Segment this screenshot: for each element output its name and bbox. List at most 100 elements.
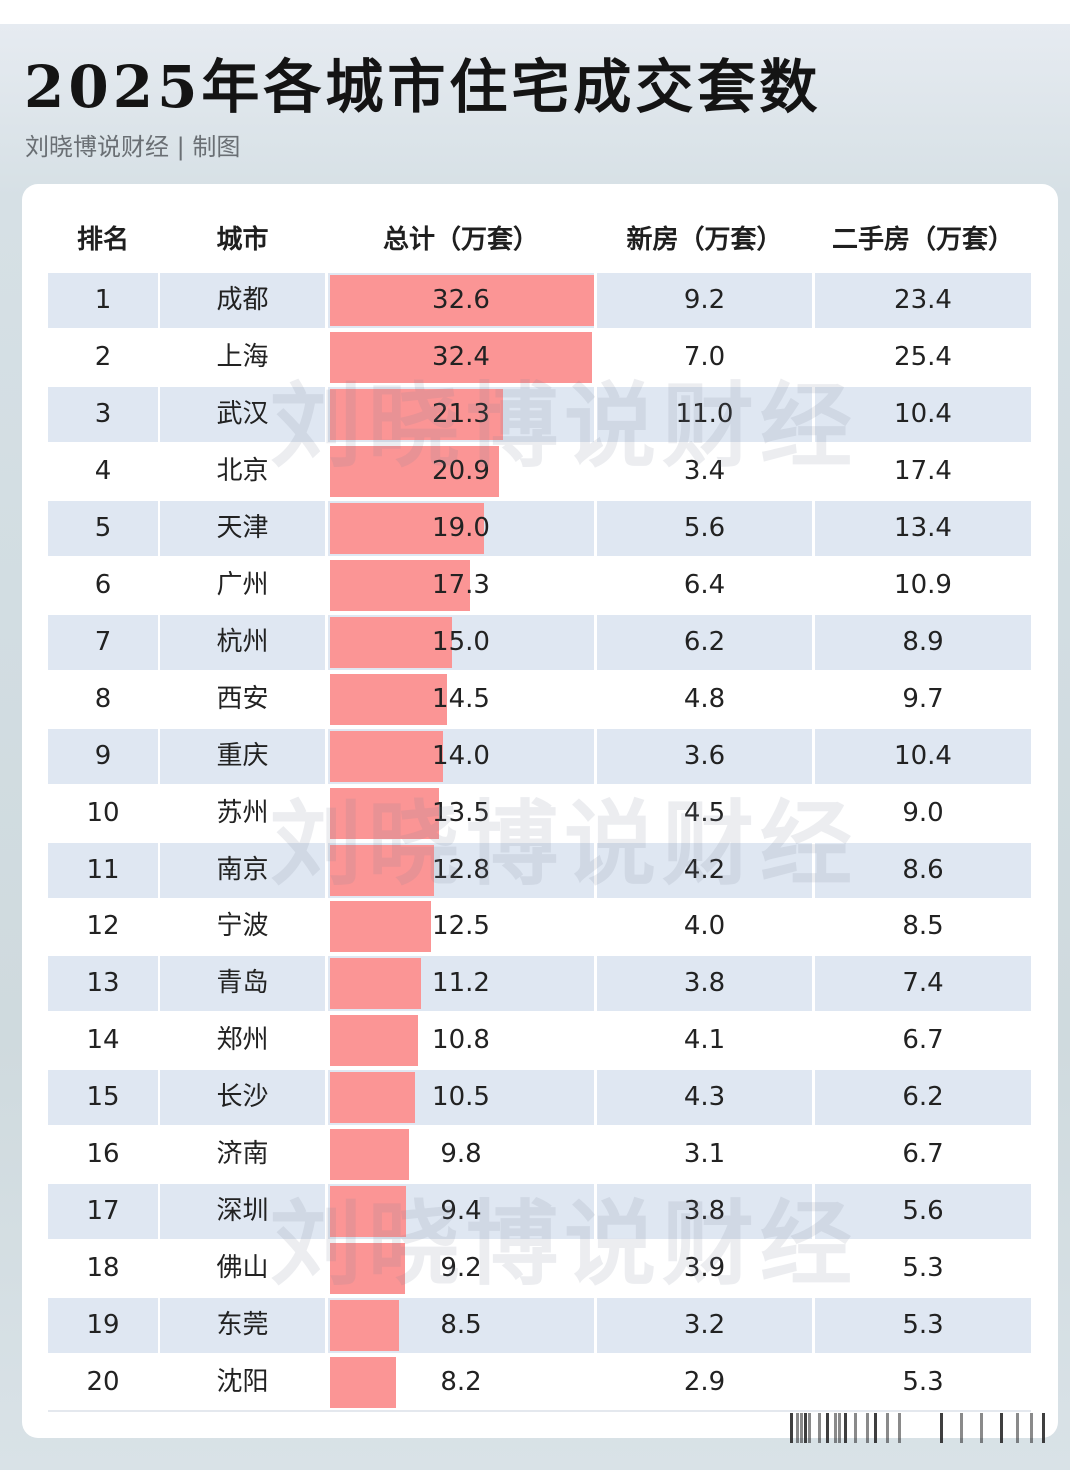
- second-hand-cell: 13.4: [815, 500, 1031, 556]
- second-hand-cell: 6.7: [902, 1139, 944, 1170]
- total-data-bar: [330, 275, 594, 326]
- new-home-cell: 3.2: [597, 1298, 812, 1354]
- total-cell: 15.0: [432, 626, 490, 657]
- total-data-bar: [330, 1015, 418, 1067]
- total-cell: 10.8: [432, 1025, 490, 1056]
- total-data-bar: [330, 1129, 410, 1181]
- city-cell: 深圳: [160, 1184, 325, 1240]
- second-hand-cell: 6.7: [902, 1025, 944, 1056]
- second-hand-cell: 25.4: [894, 341, 952, 372]
- table-row: 18 佛山 9.2 3.9 5.3: [48, 1241, 1031, 1296]
- table-row: 12 宁波 12.5 4.0 8.5: [48, 899, 1031, 954]
- new-home-cell: 5.6: [597, 500, 812, 556]
- new-home-cell: 6.4: [683, 569, 726, 600]
- table-row: 13 青岛 11.2 3.8 7.4: [48, 956, 1031, 1012]
- table-row: 8 西安 14.5 4.8 9.7: [48, 672, 1031, 727]
- second-hand-cell: 8.5: [902, 911, 944, 942]
- total-data-bar: [330, 1186, 407, 1238]
- rank-cell: 10: [86, 797, 120, 828]
- total-data-bar: [330, 616, 452, 668]
- table-row: 15 长沙 10.5 4.3 6.2: [48, 1070, 1031, 1126]
- total-cell: 20.9: [432, 455, 490, 486]
- new-home-cell: 6.2: [597, 614, 812, 670]
- rank-cell: 6: [94, 569, 112, 600]
- barcode-stamp-icon: [790, 1413, 1046, 1443]
- second-hand-cell: 5.3: [815, 1298, 1031, 1354]
- total-data-bar: [330, 331, 593, 383]
- total-data-bar: [330, 388, 503, 440]
- chart-title: 2025年各城市住宅成交套数: [24, 53, 822, 121]
- total-data-bar: [330, 958, 421, 1010]
- rank-cell: 18: [86, 1253, 120, 1284]
- total-data-bar: [330, 901, 432, 953]
- column-header-city: 城市: [216, 225, 269, 255]
- new-home-cell: 3.6: [597, 728, 812, 784]
- table-row: 14 郑州 10.8 4.1 6.7: [48, 1013, 1031, 1068]
- rank-cell: 19: [48, 1298, 158, 1354]
- second-hand-cell: 10.4: [815, 386, 1031, 442]
- table-row: 11 南京 12.8 4.2 8.6: [48, 842, 1031, 898]
- total-data-bar: [330, 787, 440, 839]
- total-data-bar: [330, 673, 448, 725]
- table-row: 16 济南 9.8 3.1 6.7: [48, 1127, 1031, 1182]
- city-cell: 南京: [160, 842, 325, 898]
- rank-cell: 8: [94, 683, 112, 714]
- city-cell: 苏州: [216, 797, 269, 828]
- total-data-bar: [330, 1357, 397, 1409]
- rank-cell: 15: [48, 1070, 158, 1126]
- table-row: 3 武汉 21.3 11.0 10.4: [48, 386, 1031, 442]
- column-header-total: 总计（万套）: [382, 225, 539, 255]
- new-home-cell: 4.1: [683, 1025, 726, 1056]
- new-home-cell: 4.5: [683, 797, 726, 828]
- new-home-cell: 11.0: [597, 386, 812, 442]
- column-header-second-hand: 二手房（万套）: [831, 225, 1014, 255]
- total-cell: 12.8: [432, 854, 490, 885]
- second-hand-cell: 5.3: [902, 1367, 944, 1398]
- second-hand-cell: 5.3: [902, 1253, 944, 1284]
- rank-cell: 4: [94, 455, 112, 486]
- rank-cell: 7: [48, 614, 158, 670]
- rank-cell: 11: [48, 842, 158, 898]
- table-row: 7 杭州 15.0 6.2 8.9: [48, 614, 1031, 670]
- total-cell: 17.3: [432, 569, 490, 600]
- table-row: 9 重庆 14.0 3.6 10.4: [48, 728, 1031, 784]
- table-row: 17 深圳 9.4 3.8 5.6: [48, 1184, 1031, 1240]
- second-hand-cell: 10.9: [894, 569, 952, 600]
- rank-cell: 5: [48, 500, 158, 556]
- rank-cell: 3: [48, 386, 158, 442]
- table-row: 4 北京 20.9 3.4 17.4: [48, 444, 1031, 499]
- rank-cell: 9: [48, 728, 158, 784]
- new-home-cell: 4.0: [683, 911, 726, 942]
- second-hand-cell: 10.4: [815, 728, 1031, 784]
- rank-cell: 13: [48, 956, 158, 1012]
- total-data-bar: [330, 730, 444, 782]
- city-cell: 北京: [216, 455, 269, 486]
- total-cell: 8.5: [440, 1310, 482, 1341]
- total-data-bar: [330, 445, 500, 497]
- city-cell: 上海: [216, 341, 269, 372]
- total-data-bar: [330, 502, 484, 554]
- total-cell: 11.2: [432, 968, 490, 999]
- second-hand-cell: 5.6: [815, 1184, 1031, 1240]
- city-cell: 东莞: [160, 1298, 325, 1354]
- second-hand-cell: 8.6: [815, 842, 1031, 898]
- second-hand-cell: 7.4: [815, 956, 1031, 1012]
- new-home-cell: 3.8: [597, 956, 812, 1012]
- second-hand-cell: 6.2: [815, 1070, 1031, 1126]
- table-row: 2 上海 32.4 7.0 25.4: [48, 330, 1031, 385]
- city-cell: 济南: [216, 1139, 269, 1170]
- rank-cell: 1: [48, 273, 158, 328]
- city-cell: 青岛: [160, 956, 325, 1012]
- city-cell: 长沙: [160, 1070, 325, 1126]
- total-cell: 14.0: [432, 740, 490, 771]
- total-data-bar: [330, 1243, 405, 1295]
- total-cell: 9.8: [440, 1139, 482, 1170]
- city-cell: 重庆: [160, 728, 325, 784]
- total-cell: 10.5: [432, 1082, 490, 1113]
- total-data-bar: [330, 844, 434, 896]
- city-cell: 成都: [160, 273, 325, 328]
- rank-cell: 14: [86, 1025, 120, 1056]
- new-home-cell: 3.8: [597, 1184, 812, 1240]
- second-hand-cell: 9.0: [902, 797, 944, 828]
- city-cell: 宁波: [216, 911, 269, 942]
